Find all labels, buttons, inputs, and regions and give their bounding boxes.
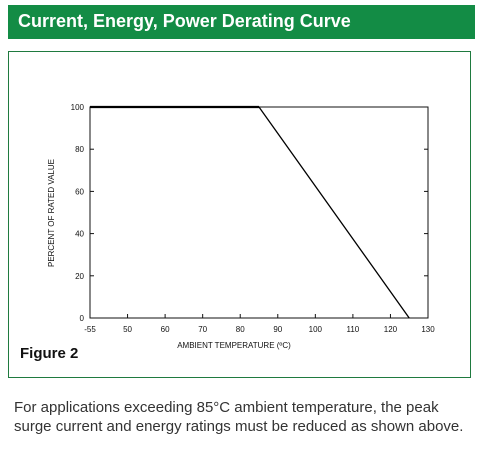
derating-curve-line bbox=[90, 106, 410, 319]
x-tick-label: -55 bbox=[84, 325, 96, 334]
x-tick-label: 100 bbox=[309, 325, 323, 334]
y-tick-label: 0 bbox=[80, 314, 85, 323]
x-tick-label: 130 bbox=[421, 325, 435, 334]
x-tick-label: 90 bbox=[273, 325, 282, 334]
y-tick-label: 100 bbox=[71, 103, 85, 112]
y-axis-ticks: 0 20 40 60 80 100 bbox=[71, 103, 428, 323]
x-tick-label: 80 bbox=[236, 325, 245, 334]
x-tick-label: 120 bbox=[384, 325, 398, 334]
y-tick-label: 20 bbox=[75, 272, 84, 281]
page-title: Current, Energy, Power Derating Curve bbox=[18, 11, 351, 31]
caption-text: For applications exceeding 85°C ambient … bbox=[14, 399, 464, 435]
x-axis-ticks: -55 50 60 70 80 90 100 110 120 130 bbox=[84, 314, 435, 334]
y-axis-label: PERCENT OF RATED VALUE bbox=[47, 159, 56, 267]
x-tick-label: 70 bbox=[198, 325, 207, 334]
x-tick-label: 110 bbox=[347, 325, 360, 334]
x-tick-label: 60 bbox=[161, 325, 170, 334]
y-tick-label: 60 bbox=[75, 187, 84, 196]
figure-frame bbox=[8, 51, 471, 378]
x-tick-label: 50 bbox=[123, 325, 132, 334]
y-tick-label: 40 bbox=[75, 230, 84, 239]
y-tick-label: 80 bbox=[75, 145, 84, 154]
x-axis-label: AMBIENT TEMPERATURE (ºC) bbox=[177, 341, 291, 350]
figure-label: Figure 2 bbox=[20, 345, 79, 362]
plot-area bbox=[89, 106, 429, 319]
derating-chart: -55 50 60 70 80 90 100 110 120 130 0 20 40 60 80 100 A… bbox=[47, 103, 435, 350]
header-bar: Current, Energy, Power Derating Curve bbox=[8, 5, 475, 39]
